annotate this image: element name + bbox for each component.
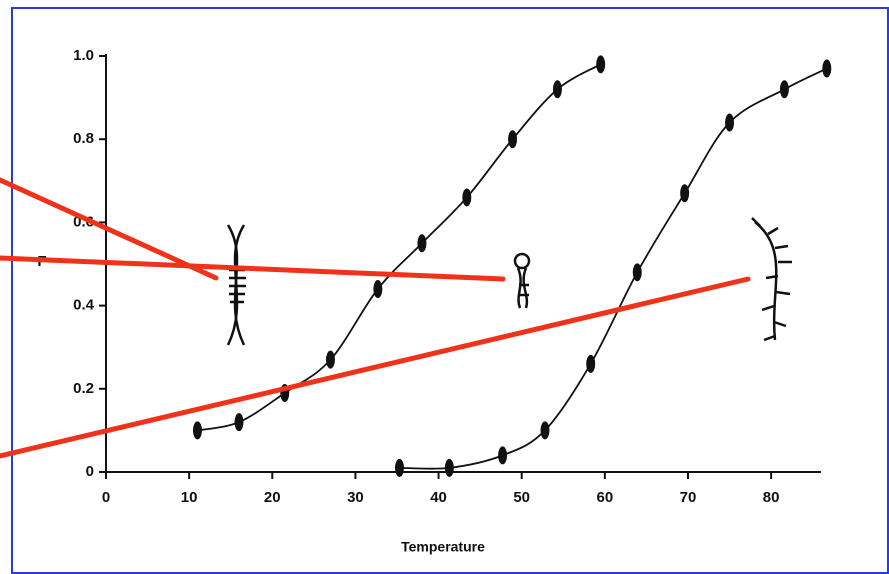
data-point [373,279,383,298]
data-point [498,446,508,465]
x-tick-label: 0 [102,489,110,506]
y-tick-label: 0.4 [73,297,95,314]
duplex-icon [226,224,246,346]
y-tick-label: 0.2 [73,380,94,397]
data-point [779,80,789,99]
x-tick-label: 70 [680,489,697,506]
data-point [540,421,550,440]
data-point [462,188,472,207]
x-tick-label: 10 [181,489,198,506]
hairpin-icon [513,252,531,309]
data-point [417,234,427,253]
data-point [822,59,832,78]
data-point [444,458,454,477]
data-point [192,421,202,440]
x-axis-label: Temperature [401,539,485,555]
data-point [680,184,690,203]
x-tick-label: 50 [513,489,530,506]
data-point [725,113,735,132]
x-tick-label: 20 [264,489,281,506]
y-tick-label: 0 [86,463,94,480]
y-tick-label: 0.8 [73,130,94,147]
data-point [325,350,335,369]
data-point [234,413,244,432]
data-point [596,55,606,74]
single-strand-icon [751,217,792,342]
x-tick-label: 60 [596,489,613,506]
x-tick-label: 40 [430,489,447,506]
data-point [394,458,404,477]
frame [11,7,889,574]
data-point [552,80,562,99]
y-tick-label: 1.0 [73,47,94,64]
plot-area: 00.20.40.60.81.00 10 20 30 40 50 60 70 80 [73,47,832,506]
annotation-lines [0,177,751,459]
data-point [508,130,518,149]
fit-curve [399,67,828,470]
x-tick-label: 30 [347,489,364,506]
x-tick-label: 80 [763,489,780,506]
data-point [632,263,642,282]
data-point [586,354,596,373]
fit-curve [197,63,602,432]
